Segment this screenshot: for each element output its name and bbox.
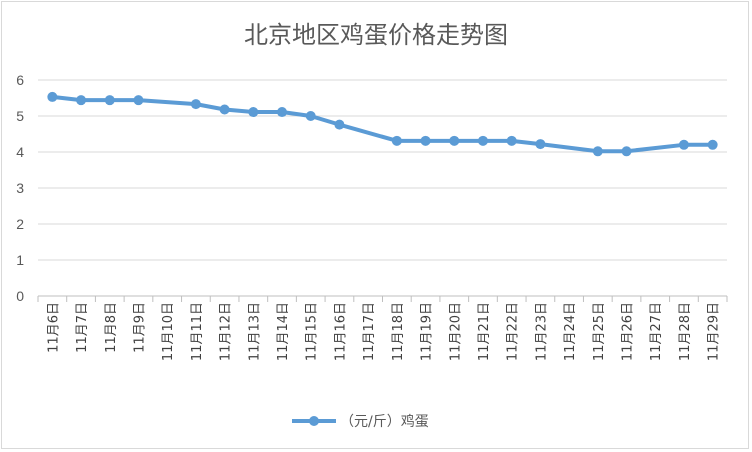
x-tick-label: 11月11日 [190,302,205,361]
data-point [449,135,460,146]
x-tick-label: 11月24日 [563,302,578,361]
y-tick-label: 4 [16,144,24,160]
x-tick-label: 11月19日 [420,302,435,361]
x-tick-label: 11月21日 [477,302,492,361]
x-tick-label: 11月12日 [219,302,234,361]
data-point [535,139,546,150]
x-tick-label: 11月6日 [46,302,61,353]
x-tick-label: 11月22日 [506,302,521,361]
data-point [104,95,115,106]
y-tick-label: 5 [16,108,24,124]
x-tick-label: 11月28日 [678,302,693,361]
legend: （元/斤）鸡蛋 [292,413,429,430]
y-tick-label: 0 [16,288,24,304]
data-point [678,139,689,150]
x-tick-label: 11月14日 [276,302,291,361]
x-tick-label: 11月15日 [305,302,320,361]
data-point [334,119,345,130]
x-tick-label: 11月29日 [707,302,722,361]
y-axis: 0 1 2 3 4 5 6 [16,72,24,304]
x-tick-label: 11月25日 [592,302,607,361]
x-tick-label: 11月20日 [448,302,463,361]
legend-marker-swatch [309,416,319,426]
data-point [477,135,488,146]
data-point [47,91,58,102]
data-point [76,95,87,106]
data-point [420,135,431,146]
x-tick-label: 11月13日 [247,302,262,361]
x-tick-label: 11月27日 [649,302,664,361]
data-point [592,146,603,157]
data-point [506,135,517,146]
x-axis: 11月6日 11月7日 11月8日 11月9日 11月10日 11月11日 11月12日 11… [37,296,728,361]
data-point [391,135,402,146]
x-tick-label: 11月26日 [621,302,636,361]
chart-title: 北京地区鸡蛋价格走势图 [244,21,508,49]
y-tick-label: 3 [16,180,24,196]
x-tick-label: 11月23日 [534,302,549,361]
x-tick-label: 11月7日 [75,302,90,353]
x-tick-label: 11月17日 [362,302,377,361]
x-tick-label: 11月16日 [333,302,348,361]
y-tick-label: 6 [16,72,24,88]
data-point [707,139,718,150]
data-point [621,146,632,157]
data-point [248,107,259,118]
data-point [305,111,316,121]
series-line-0 [50,94,715,154]
gridlines [38,79,727,297]
x-tick-label: 11月10日 [161,302,176,361]
data-point [133,95,144,106]
series-layer [47,91,718,157]
legend-label: （元/斤）鸡蛋 [340,413,429,430]
y-tick-label: 1 [16,252,24,268]
data-point [277,107,288,118]
x-tick-label: 11月18日 [391,302,406,361]
y-tick-label: 2 [16,216,24,232]
data-point [190,99,201,110]
x-tick-label: 11月8日 [104,302,119,353]
data-point [219,104,230,115]
x-tick-label: 11月9日 [132,302,147,353]
